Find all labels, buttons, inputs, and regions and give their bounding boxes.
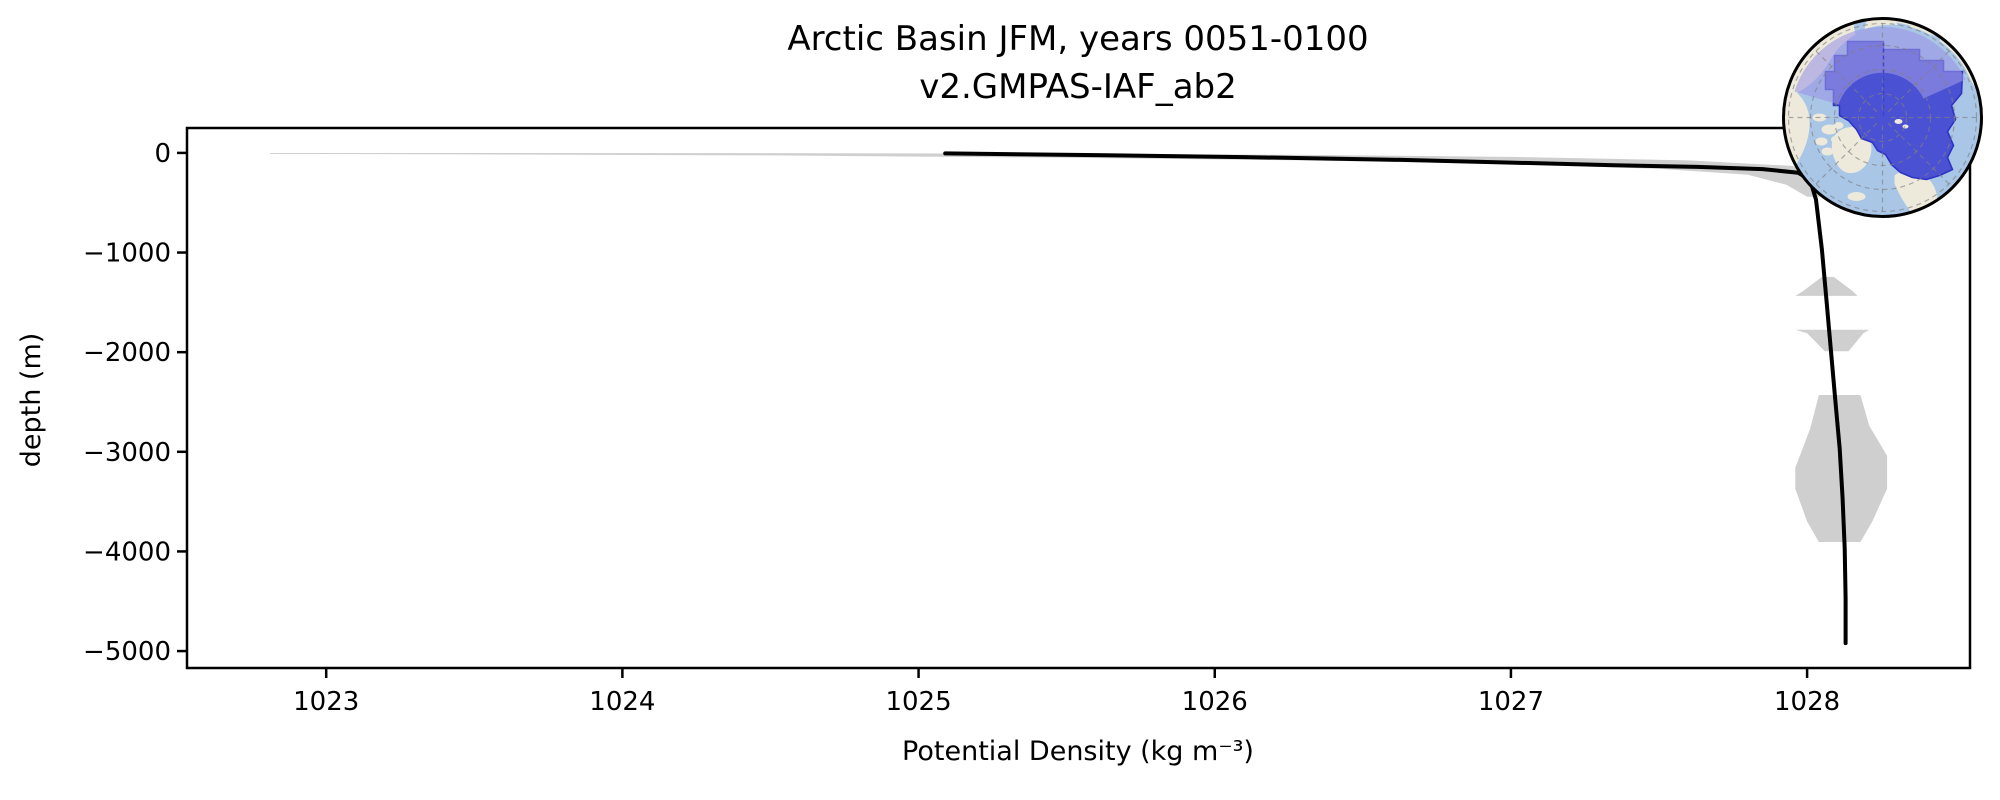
x-tick-label: 1026 [1182, 687, 1248, 717]
profile-line-layer [943, 151, 1848, 646]
envelope-range-layer [269, 153, 1888, 542]
axes-layer [185, 126, 1972, 670]
y-axis-label: depth (m) [16, 333, 47, 468]
envelope-polygon [269, 153, 1831, 197]
x-tick-label: 1025 [885, 687, 951, 717]
x-axis-label: Potential Density (kg m⁻³) [902, 736, 1254, 767]
chart-subtitle: v2.GMPAS-IAF_ab2 [919, 67, 1237, 107]
tick-layer: 1023 1024 1025 1026 1027 1028 0 −1000 −2000 −3000… [83, 139, 1840, 717]
y-tick-label: −2000 [83, 338, 171, 368]
envelope-polygon [1795, 329, 1870, 352]
x-tick-label: 1027 [1478, 687, 1544, 717]
inset-basin-overlay [1794, 26, 1966, 105]
x-tick-label: 1023 [293, 687, 359, 717]
x-tick-label: 1028 [1774, 687, 1840, 717]
profile-line [943, 151, 1848, 646]
y-tick-label: −5000 [83, 637, 171, 667]
y-tick-label: 0 [154, 139, 171, 169]
inset-graticule [1785, 20, 1980, 215]
chart-title: Arctic Basin JFM, years 0051-0100 [787, 19, 1368, 59]
inset-circle-border [1782, 17, 1983, 218]
axes-spines [185, 126, 1972, 670]
y-tick-label: −1000 [83, 239, 171, 269]
arctic-inset-map [1782, 17, 1983, 218]
y-tick-label: −4000 [83, 537, 171, 567]
x-tick-label: 1024 [589, 687, 655, 717]
y-tick-label: −3000 [83, 438, 171, 468]
